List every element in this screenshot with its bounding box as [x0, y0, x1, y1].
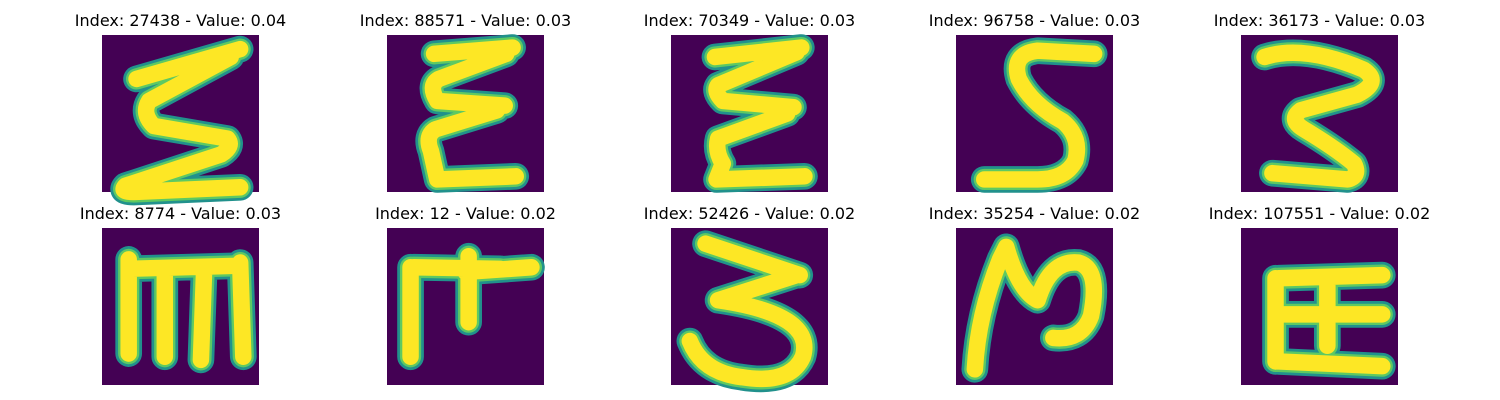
- image-panel: Index: 70349 - Value: 0.03: [644, 11, 855, 193]
- glyph-stroke: [115, 246, 257, 374]
- image-panel: Index: 52426 - Value: 0.02: [644, 204, 855, 393]
- panel-title: Index: 70349 - Value: 0.03: [644, 11, 855, 30]
- image-panel: Index: 27438 - Value: 0.04: [75, 11, 286, 206]
- glyph-stroke: [110, 35, 254, 206]
- panel-title: Index: 52426 - Value: 0.02: [644, 204, 855, 223]
- panel-title: Index: 36173 - Value: 0.03: [1214, 11, 1425, 30]
- glyph-stroke: [415, 34, 530, 193]
- glyph-stroke: [970, 37, 1108, 193]
- panel-title: Index: 107551 - Value: 0.02: [1209, 204, 1431, 223]
- panel-title: Index: 8774 - Value: 0.03: [80, 204, 281, 223]
- image-panel: Index: 12 - Value: 0.02: [375, 204, 556, 385]
- glyph-stroke: [1251, 39, 1385, 193]
- image-panel: Index: 96758 - Value: 0.03: [929, 11, 1140, 193]
- image-panel: Index: 36173 - Value: 0.03: [1214, 11, 1425, 193]
- panel-title: Index: 35254 - Value: 0.02: [929, 204, 1140, 223]
- image-panel: Index: 35254 - Value: 0.02: [929, 204, 1140, 385]
- image-panel: Index: 88571 - Value: 0.03: [360, 11, 571, 193]
- panel-title: Index: 96758 - Value: 0.03: [929, 11, 1140, 30]
- glyph-stroke: [1262, 261, 1396, 380]
- glyph-stroke: [676, 230, 818, 393]
- glyph-stroke: [961, 233, 1108, 383]
- panel-title: Index: 27438 - Value: 0.04: [75, 11, 286, 30]
- panel-title: Index: 12 - Value: 0.02: [375, 204, 556, 223]
- image-panel: Index: 8774 - Value: 0.03: [80, 204, 281, 385]
- glyph-stroke: [397, 242, 545, 371]
- image-panel: Index: 107551 - Value: 0.02: [1209, 204, 1431, 385]
- glyph-stroke: [701, 34, 818, 193]
- panel-title: Index: 88571 - Value: 0.03: [360, 11, 571, 30]
